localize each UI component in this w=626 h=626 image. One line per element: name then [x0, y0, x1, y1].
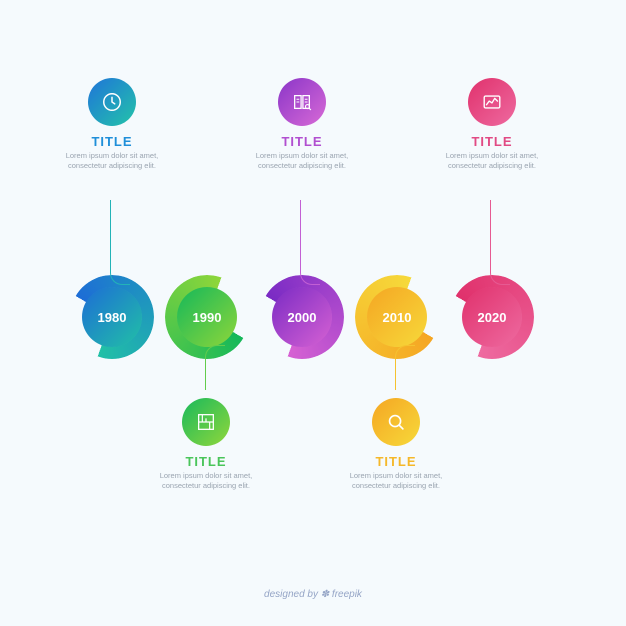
info-title: TITLE — [146, 454, 266, 469]
book-icon — [278, 78, 326, 126]
timeline-node-2020: 2020 — [450, 275, 534, 359]
info-title: TITLE — [242, 134, 362, 149]
maze-icon — [182, 398, 230, 446]
node-year-label: 2020 — [478, 310, 507, 325]
node-core: 2010 — [367, 287, 427, 347]
clock-icon — [88, 78, 136, 126]
info-body: Lorem ipsum dolor sit amet, consectetur … — [341, 471, 451, 491]
timeline-node-2010: 2010 — [355, 275, 439, 359]
credit-text: designed by ✽ freepik — [0, 589, 626, 600]
node-year-label: 1980 — [98, 310, 127, 325]
node-core: 2020 — [462, 287, 522, 347]
info-body: Lorem ipsum dolor sit amet, consectetur … — [57, 151, 167, 171]
timeline-node-1980: 1980 — [70, 275, 154, 359]
magnify-icon — [372, 398, 420, 446]
node-year-label: 2010 — [383, 310, 412, 325]
infographic-canvas: 1980 1990 2000 2010 2020 TITLE Lorem ipsum dol… — [0, 0, 626, 626]
info-title: TITLE — [432, 134, 552, 149]
info-block: TITLE Lorem ipsum dolor sit amet, consect… — [432, 78, 552, 171]
info-body: Lorem ipsum dolor sit amet, consectetur … — [437, 151, 547, 171]
connector-line — [490, 200, 510, 285]
node-year-label: 2000 — [288, 310, 317, 325]
node-year-label: 1990 — [193, 310, 222, 325]
connector-line — [300, 200, 320, 285]
node-core: 1980 — [82, 287, 142, 347]
info-body: Lorem ipsum dolor sit amet, consectetur … — [247, 151, 357, 171]
info-body: Lorem ipsum dolor sit amet, consectetur … — [151, 471, 261, 491]
node-core: 1990 — [177, 287, 237, 347]
timeline-node-1990: 1990 — [165, 275, 249, 359]
connector-line — [395, 345, 415, 390]
info-block: TITLE Lorem ipsum dolor sit amet, consect… — [336, 398, 456, 491]
connector-line — [205, 345, 225, 390]
timeline-node-2000: 2000 — [260, 275, 344, 359]
info-title: TITLE — [52, 134, 172, 149]
connector-line — [110, 200, 130, 285]
info-block: TITLE Lorem ipsum dolor sit amet, consect… — [52, 78, 172, 171]
info-block: TITLE Lorem ipsum dolor sit amet, consect… — [242, 78, 362, 171]
info-block: TITLE Lorem ipsum dolor sit amet, consect… — [146, 398, 266, 491]
node-core: 2000 — [272, 287, 332, 347]
chart-icon — [468, 78, 516, 126]
info-title: TITLE — [336, 454, 456, 469]
